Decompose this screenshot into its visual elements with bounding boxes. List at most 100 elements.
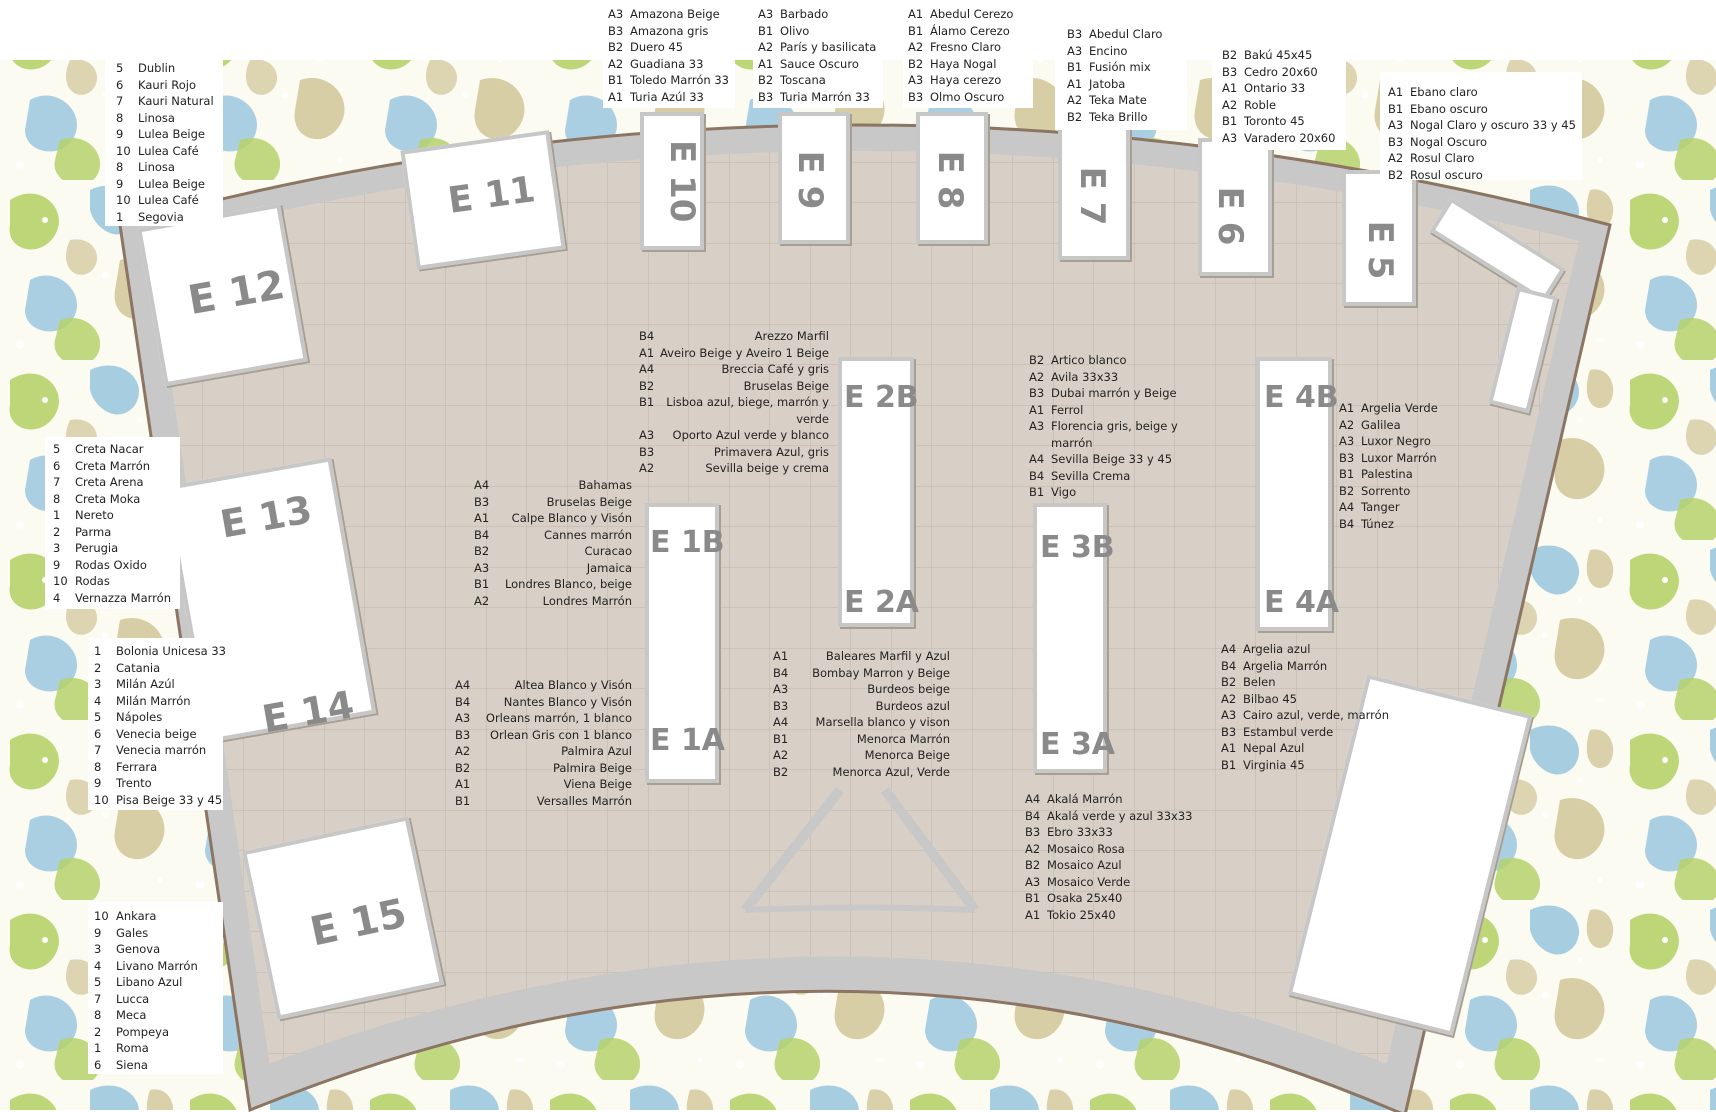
item-code: A2 (608, 56, 624, 71)
item-name: Cairo azul, verde, marrón (1243, 708, 1389, 722)
item-name: Avila 33x33 (1051, 369, 1119, 384)
item-code: A3 (608, 7, 624, 21)
list-item: B3 Estambul verde (1221, 724, 1389, 741)
stand-e6-label: E 6 (1210, 186, 1250, 246)
item-name: Creta Marrón (75, 458, 151, 473)
stand-e7[interactable] (1058, 120, 1130, 260)
list-item: B4 Cannes marrón (474, 527, 632, 544)
list-e2a: A1 Baleares Marfil y Azul B4 Bombay Marron … (773, 648, 950, 780)
list-e5: A1 Ebano claro B1 Ebano oscuro A3 Nogal Claro… (1388, 84, 1576, 183)
stand-e7-label: E 7 (1072, 166, 1112, 226)
list-item: A2 Bilbao 45 (1221, 691, 1389, 708)
item-code: A1 (1029, 402, 1045, 417)
item-name: Orleans marrón, 1 blanco (485, 711, 632, 725)
list-e1b: A4 Bahamas B3 Bruselas Beige A1 Calpe Blanco … (474, 477, 632, 609)
list-item: A4 Argelia azul (1221, 641, 1389, 658)
item-code: A2 (1222, 97, 1238, 112)
item-code: 4 (53, 590, 61, 605)
list-item: A4 Tanger (1339, 499, 1438, 516)
list-item: B2 Duero 45 (608, 39, 729, 56)
list-item: A3 Nogal Claro y oscuro 33 y 45 (1388, 117, 1576, 134)
list-item: B3 Turia Marrón 33 (758, 89, 876, 106)
item-code: A3 (1025, 874, 1041, 889)
stand-e9-label: E 9 (790, 150, 830, 210)
item-code: 2 (94, 1024, 102, 1039)
item-code: B1 (1025, 891, 1041, 905)
item-code: B3 (1388, 134, 1404, 149)
stand-e2[interactable] (838, 357, 914, 627)
item-code: A3 (758, 7, 774, 21)
item-name: Nepal Azul (1243, 741, 1305, 755)
stand-e5[interactable] (1342, 170, 1416, 306)
item-code: B4 (773, 665, 789, 680)
stand-e9[interactable] (778, 112, 850, 244)
stand-e8[interactable] (916, 112, 988, 244)
list-item: B1 Versalles Marrón (455, 793, 632, 810)
stand-e1[interactable] (645, 503, 719, 783)
item-code: B3 (758, 89, 774, 104)
item-name: Londres Marrón (542, 593, 632, 608)
item-code: B3 (455, 727, 471, 742)
item-name: Abedul Claro (1089, 27, 1163, 41)
item-code: 9 (53, 557, 61, 572)
panel-e7 (1055, 20, 1187, 130)
item-code: B4 (455, 694, 471, 709)
item-code: 7 (53, 475, 61, 489)
item-name: Bilbao 45 (1243, 691, 1297, 706)
item-name: Linosa (138, 110, 175, 125)
list-item: verde (639, 411, 829, 428)
list-item: B1 Londres Blanco, beige (474, 576, 632, 593)
list-item: A2 Mosaico Rosa (1025, 841, 1192, 858)
list-item: A3 Orleans marrón, 1 blanco (455, 710, 632, 727)
list-item: B2 Artico blanco (1029, 352, 1201, 369)
list-item: 9 Lulea Beige (116, 126, 214, 143)
item-code: A2 (758, 40, 774, 54)
list-item: 10 Lulea Café (116, 192, 214, 209)
item-code: A2 (455, 744, 471, 758)
item-code: B1 (758, 23, 774, 38)
item-code: A2 (908, 40, 924, 54)
item-code: B2 (639, 378, 655, 393)
item-name: Breccia Café y gris (721, 362, 829, 376)
stand-e3[interactable] (1033, 503, 1107, 773)
item-name: Venecia marrón (116, 743, 207, 757)
stand-e4[interactable] (1256, 357, 1332, 631)
list-e1a: A4 Altea Blanco y Visón B4 Nantes Blanco y … (455, 677, 632, 809)
list-item: A1 Calpe Blanco y Visón (474, 510, 632, 527)
item-name: Venecia beige (116, 726, 197, 741)
item-name: Galilea (1361, 417, 1401, 432)
list-item: A4 Bahamas (474, 477, 632, 494)
list-item: B2 Bruselas Beige (639, 378, 829, 395)
item-name: Palmira Beige (552, 760, 632, 775)
list-item: B2 Bakú 45x45 (1222, 47, 1335, 64)
list-item: B1 Olivo (758, 23, 876, 40)
list-item: 5 Nápoles (94, 709, 226, 726)
list-item: A3 Barbado (758, 6, 876, 23)
item-code: A2 (1029, 369, 1045, 384)
item-code: B4 (639, 329, 655, 343)
item-name: Oporto Azul verde y blanco (672, 428, 829, 442)
item-name: Creta Nacar (75, 442, 144, 456)
list-item: B2 Curacao (474, 543, 632, 560)
item-code: 5 (53, 442, 61, 456)
item-code: A2 (1025, 841, 1041, 856)
stand-e4b-label: E 4B (1264, 380, 1339, 415)
list-item: B3 Cedro 20x60 (1222, 64, 1335, 81)
stand-e8-label: E 8 (930, 150, 970, 210)
stand-e6[interactable] (1198, 138, 1272, 276)
list-e7: B3 Abedul Claro A3 Encino B1 Fusión mix A1 Jato… (1067, 26, 1162, 125)
item-code: 10 (94, 792, 109, 807)
list-item: B3 Dubai marrón y Beige (1029, 385, 1201, 402)
item-name: Nápoles (116, 710, 163, 724)
item-name: Ebano claro (1410, 85, 1478, 99)
item-code: 6 (94, 726, 102, 741)
item-name: Teka Mate (1089, 93, 1147, 107)
list-item: A3 Burdeos beige (773, 681, 950, 698)
stand-e10[interactable] (640, 112, 704, 250)
item-code: 5 (116, 61, 124, 75)
item-name: Rosul oscuro (1410, 167, 1483, 182)
item-code: 9 (94, 776, 102, 790)
list-item: B4 Nantes Blanco y Visón (455, 694, 632, 711)
item-name: Encino (1089, 43, 1128, 58)
list-item: A3 Encino (1067, 43, 1162, 60)
